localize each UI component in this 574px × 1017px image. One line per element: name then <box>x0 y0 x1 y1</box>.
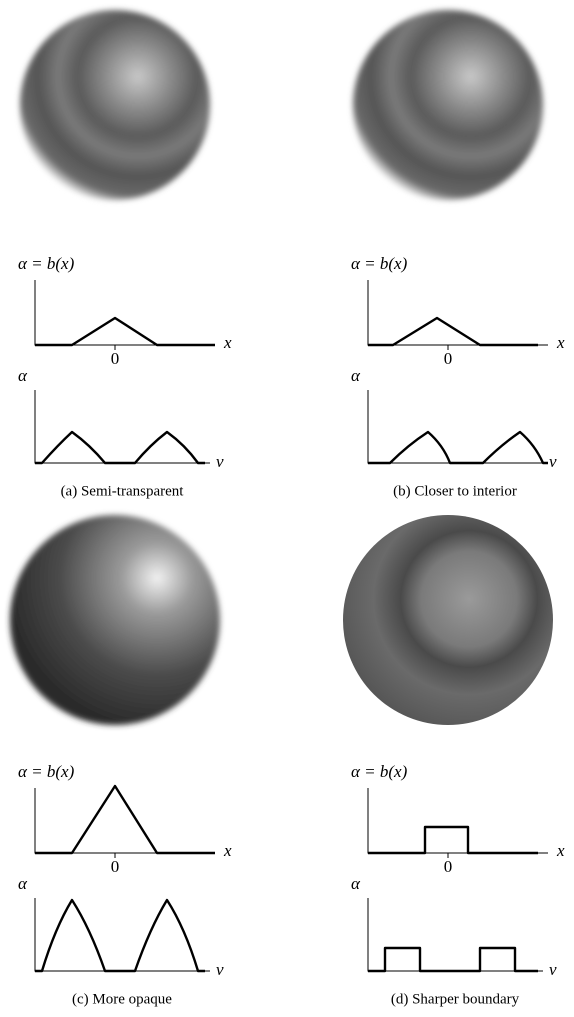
x-axis-label: x <box>556 333 565 352</box>
v-axis-label: v <box>549 452 557 471</box>
v-axis-label: v <box>216 452 224 471</box>
bottom-plot-axes <box>34 390 210 464</box>
opacity-function-curve <box>35 316 215 347</box>
top-plot-label: α = b(x) <box>351 762 408 781</box>
rendered-sphere <box>353 10 543 200</box>
opacity-profile-curve <box>368 430 548 465</box>
bottom-plot-label: α <box>18 366 28 385</box>
panel: α = b(x) x 0 α v (b) Closer to interior <box>351 10 565 499</box>
caption: (a) Semi-transparent <box>61 483 185 499</box>
opacity-function-curve <box>368 316 538 347</box>
top-plot-axes <box>34 280 215 346</box>
caption: (d) Sharper boundary <box>391 991 520 1007</box>
opacity-profile-curve <box>35 430 205 465</box>
rendered-sphere <box>20 10 210 200</box>
zero-label: 0 <box>444 857 453 876</box>
panel: α = b(x) x 0 α v (c) More opaque <box>10 515 232 1007</box>
top-plot-axes <box>34 788 215 854</box>
bottom-plot-label: α <box>351 874 361 893</box>
x-axis-label: x <box>223 841 232 860</box>
top-plot-label: α = b(x) <box>351 254 408 273</box>
top-plot-axes <box>367 788 548 854</box>
top-plot-label: α = b(x) <box>18 762 75 781</box>
x-axis-label: x <box>556 841 565 860</box>
bottom-plot-label: α <box>18 874 28 893</box>
v-axis-label: v <box>216 960 224 979</box>
v-axis-label: v <box>549 960 557 979</box>
zero-label: 0 <box>111 349 120 368</box>
bottom-plot-axes <box>367 898 543 972</box>
opacity-function-curve <box>35 784 215 855</box>
panel: α = b(x) x 0 α v (d) Sharper boundary <box>343 515 565 1007</box>
bottom-plot-label: α <box>351 366 361 385</box>
rendered-sphere <box>343 515 553 725</box>
panel: α = b(x) x 0 α v (a) Semi-transparent <box>18 10 232 499</box>
top-plot-axes <box>367 280 548 346</box>
bottom-plot-axes <box>367 390 543 464</box>
opacity-function-curve <box>368 825 538 855</box>
opacity-profile-curve <box>35 898 205 973</box>
top-plot-label: α = b(x) <box>18 254 75 273</box>
rendered-sphere <box>10 515 220 725</box>
caption: (b) Closer to interior <box>393 483 517 499</box>
caption: (c) More opaque <box>72 991 172 1007</box>
opacity-profile-curve <box>368 946 538 973</box>
zero-label: 0 <box>444 349 453 368</box>
x-axis-label: x <box>223 333 232 352</box>
zero-label: 0 <box>111 857 120 876</box>
